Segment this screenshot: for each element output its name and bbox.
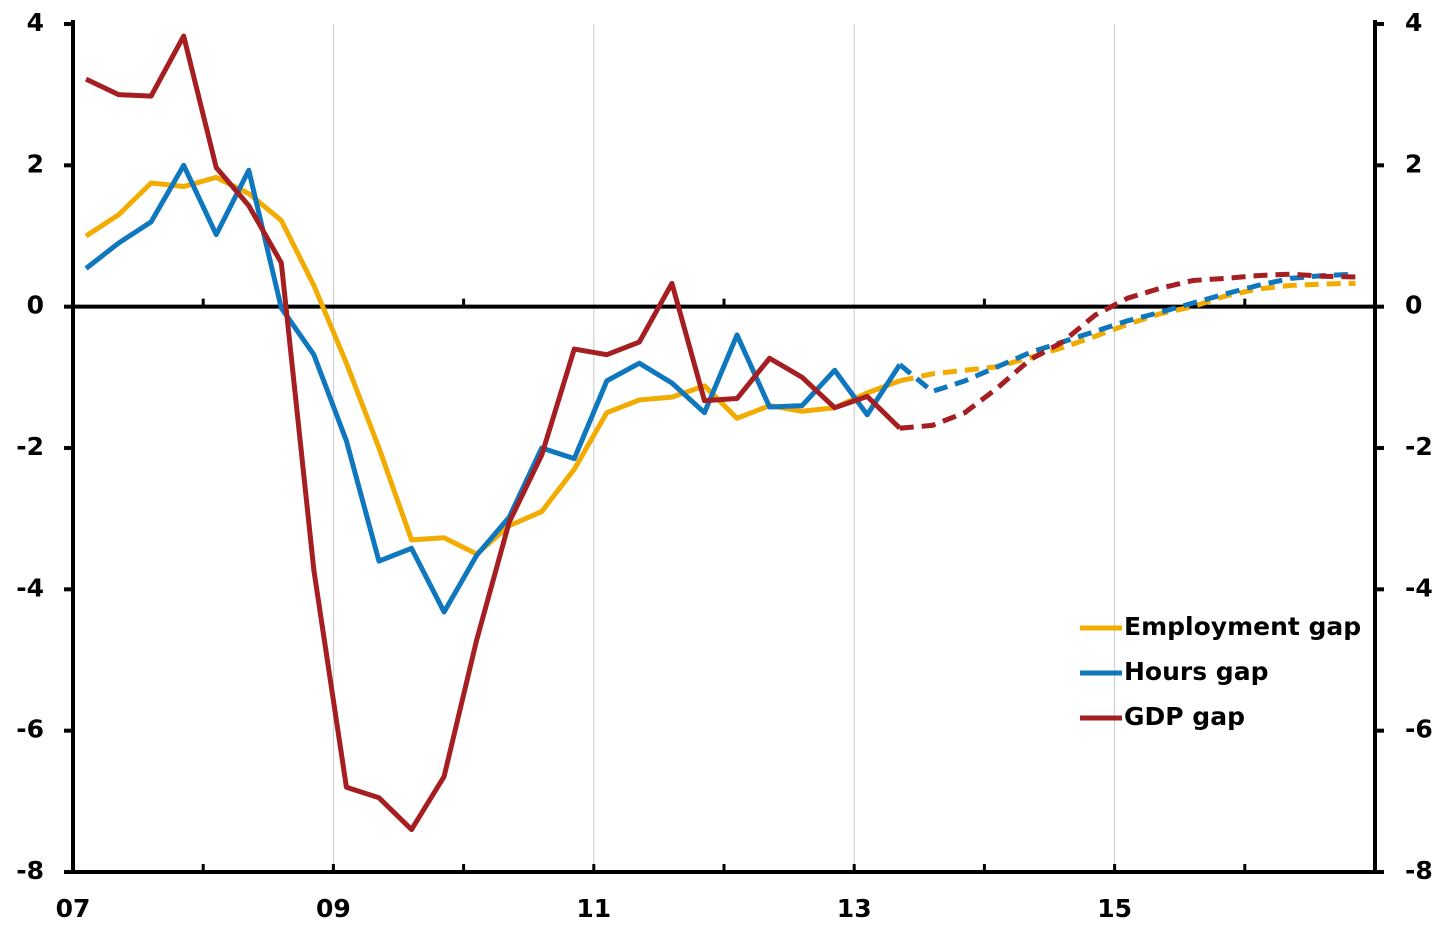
forecast-line <box>899 271 1356 431</box>
x-tick-label: 15 <box>1097 894 1132 923</box>
series-line <box>84 33 902 833</box>
y2-tick-label: 2 <box>1405 149 1422 178</box>
y-tick-label: -4 <box>16 573 44 602</box>
y-tick-label: -2 <box>16 432 44 461</box>
x-tick-label: 07 <box>56 894 91 923</box>
y-tick-label: 0 <box>27 291 44 320</box>
y2-tick-label: -4 <box>1405 573 1433 602</box>
y2-tick-label: 0 <box>1405 291 1422 320</box>
x-tick-label: 09 <box>316 894 351 923</box>
y2-tick-label: -6 <box>1405 715 1433 744</box>
x-tick-label: 11 <box>576 894 611 923</box>
forecast-line <box>898 271 1356 394</box>
y-tick-label: -6 <box>16 715 44 744</box>
series-line <box>84 162 902 615</box>
y2-tick-label: -8 <box>1405 856 1433 885</box>
legend-label: Employment gap <box>1124 612 1361 641</box>
forecast-line <box>899 280 1356 384</box>
legend-label: Hours gap <box>1124 657 1268 686</box>
legend-label: GDP gap <box>1124 702 1245 731</box>
y2-tick-label: -2 <box>1405 432 1433 461</box>
y-tick-label: 4 <box>27 8 44 37</box>
x-tick-label: 13 <box>837 894 872 923</box>
y-tick-label: -8 <box>16 856 44 885</box>
y-tick-label: 2 <box>27 149 44 178</box>
y2-tick-label: 4 <box>1405 8 1422 37</box>
